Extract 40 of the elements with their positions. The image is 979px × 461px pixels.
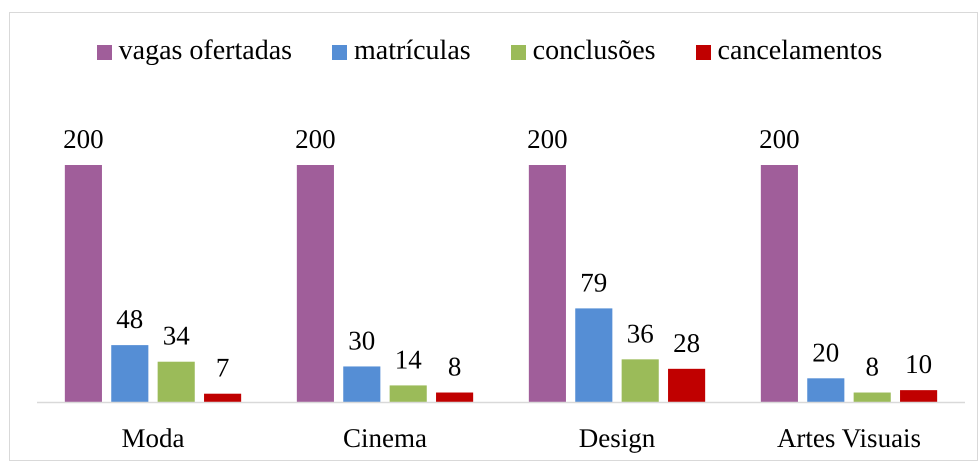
data-label: 200 bbox=[295, 124, 336, 154]
bar bbox=[158, 362, 195, 402]
x-tick-label: Moda bbox=[122, 423, 185, 453]
data-label: 7 bbox=[216, 352, 230, 383]
legend-label: matrículas bbox=[354, 35, 471, 66]
legend-label: cancelamentos bbox=[718, 35, 882, 66]
legend-label: conclusões bbox=[532, 35, 656, 66]
data-label: 200 bbox=[63, 124, 104, 154]
bar bbox=[111, 345, 148, 402]
x-tick-label: Cinema bbox=[343, 423, 428, 453]
bar bbox=[390, 385, 427, 402]
bar bbox=[900, 390, 938, 402]
legend-label: vagas ofertadas bbox=[118, 35, 292, 66]
bar bbox=[64, 165, 102, 402]
data-label: 34 bbox=[162, 320, 190, 351]
data-label: 48 bbox=[116, 304, 144, 334]
data-label: 79 bbox=[580, 267, 608, 298]
data-label: 36 bbox=[626, 318, 654, 348]
bar bbox=[296, 165, 334, 402]
data-label: 200 bbox=[759, 124, 800, 154]
bar bbox=[760, 165, 798, 402]
data-label: 10 bbox=[905, 349, 932, 380]
bar bbox=[854, 392, 891, 402]
bar bbox=[343, 366, 380, 402]
data-label: 20 bbox=[812, 337, 840, 368]
bar bbox=[622, 359, 659, 402]
bar bbox=[436, 392, 474, 402]
data-label: 200 bbox=[527, 124, 568, 154]
x-tick-label: Artes Visuais bbox=[776, 423, 922, 453]
data-label: 28 bbox=[673, 328, 700, 358]
bar bbox=[204, 394, 242, 402]
x-tick-label: Design bbox=[578, 423, 656, 453]
data-label: 8 bbox=[865, 352, 879, 382]
bar bbox=[668, 368, 706, 402]
data-label: 30 bbox=[348, 325, 376, 356]
data-label: 14 bbox=[394, 344, 422, 374]
data-label: 8 bbox=[448, 352, 462, 382]
bar bbox=[575, 308, 612, 402]
bar bbox=[528, 165, 566, 402]
bar bbox=[807, 378, 844, 402]
